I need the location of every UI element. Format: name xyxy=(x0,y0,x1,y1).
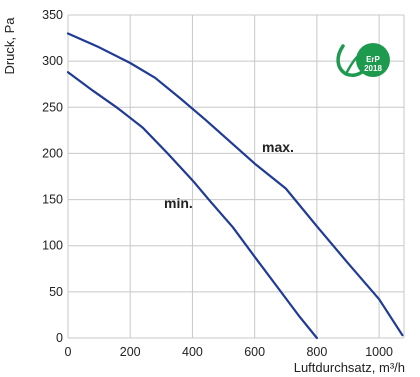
grid xyxy=(67,14,405,339)
erp-2018-badge: ErP 2018 xyxy=(336,43,390,77)
series-line-min xyxy=(66,71,318,340)
series-label-min: min. xyxy=(164,195,193,211)
y-tick-label: 50 xyxy=(49,285,63,299)
x-tick-label: 0 xyxy=(65,345,72,359)
y-axis: 0 50 100 150 200 250 300 350 xyxy=(42,8,63,345)
series-curves xyxy=(66,32,404,340)
x-axis: 0 200 400 600 800 1000 xyxy=(65,345,394,359)
y-tick-label: 0 xyxy=(56,331,63,345)
y-tick-label: 200 xyxy=(42,146,63,160)
badge-line-2: 2018 xyxy=(364,64,382,73)
y-tick-label: 350 xyxy=(42,8,63,22)
x-tick-label: 400 xyxy=(182,345,203,359)
y-tick-label: 300 xyxy=(42,54,63,68)
x-tick-label: 800 xyxy=(306,345,327,359)
x-tick-label: 1000 xyxy=(365,345,393,359)
x-tick-label: 200 xyxy=(120,345,141,359)
x-axis-label: Luftdurchsatz, m³/h xyxy=(294,360,405,375)
y-tick-label: 150 xyxy=(42,193,63,207)
y-tick-label: 250 xyxy=(42,100,63,114)
y-axis-label: Druck, Pa xyxy=(2,17,17,75)
badge-line-1: ErP xyxy=(366,55,380,64)
series-line-max xyxy=(66,32,404,337)
x-tick-label: 600 xyxy=(244,345,265,359)
erp-circle xyxy=(356,43,390,77)
y-tick-label: 100 xyxy=(42,239,63,253)
series-label-max: max. xyxy=(262,139,294,155)
